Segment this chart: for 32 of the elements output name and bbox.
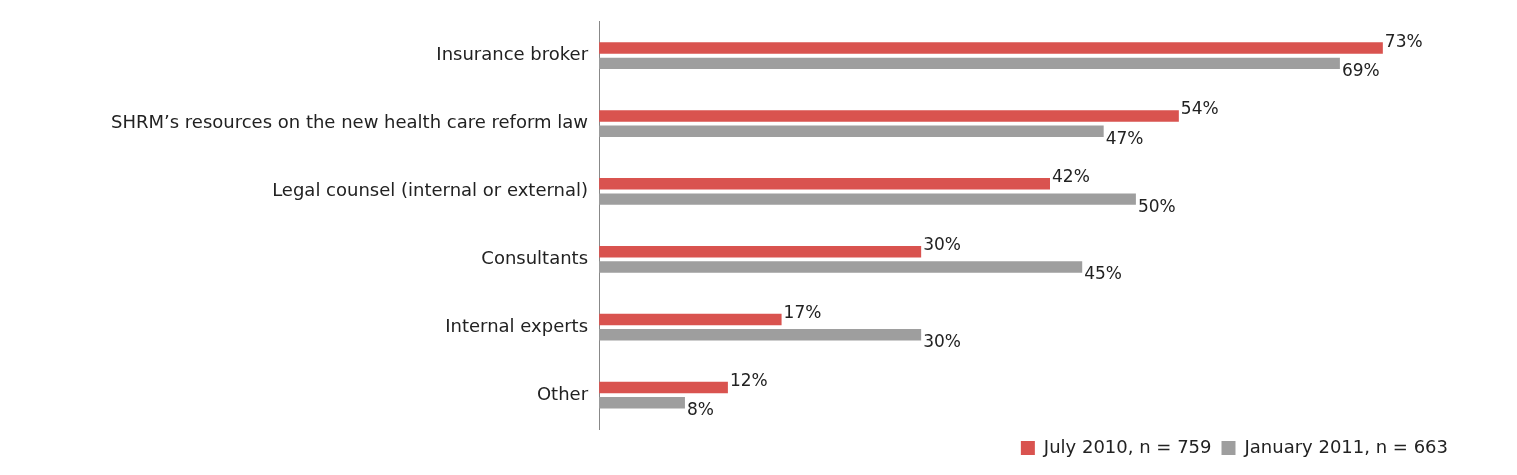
data-label: 42% [1052,166,1090,187]
data-label: 30% [923,234,961,255]
y-tick-label: SHRM’s resources on the new health care reform law [110,111,589,133]
data-label: 54% [1180,98,1219,119]
bar [599,261,1083,273]
data-label: 30% [923,331,961,352]
bar [599,125,1104,137]
y-tick-label: Legal counsel (internal or external) [272,179,589,201]
bar [599,110,1179,122]
bar [599,313,782,326]
y-tick-label: Consultants [481,247,589,269]
data-label: 47% [1105,127,1144,148]
data-label: 12% [729,369,768,390]
y-tick-label: Insurance broker [436,43,589,65]
bar [599,381,728,394]
bar [599,57,1340,70]
legend-label: July 2010, n = 759 [1042,435,1212,457]
bar [599,396,685,409]
bar [599,42,1383,54]
bar [599,178,1050,190]
bar [599,245,922,258]
bar [599,329,922,341]
y-tick-label: Other [536,382,589,404]
legend-label: January 2011, n = 663 [1243,435,1449,457]
y-tick-label: Internal experts [445,314,589,336]
data-label: 73% [1384,30,1423,51]
data-label: 8% [686,399,714,420]
data-label: 69% [1341,59,1380,80]
data-label: 17% [783,301,822,322]
data-label: 50% [1137,195,1176,216]
data-label: 45% [1084,263,1123,284]
bar [599,193,1136,205]
